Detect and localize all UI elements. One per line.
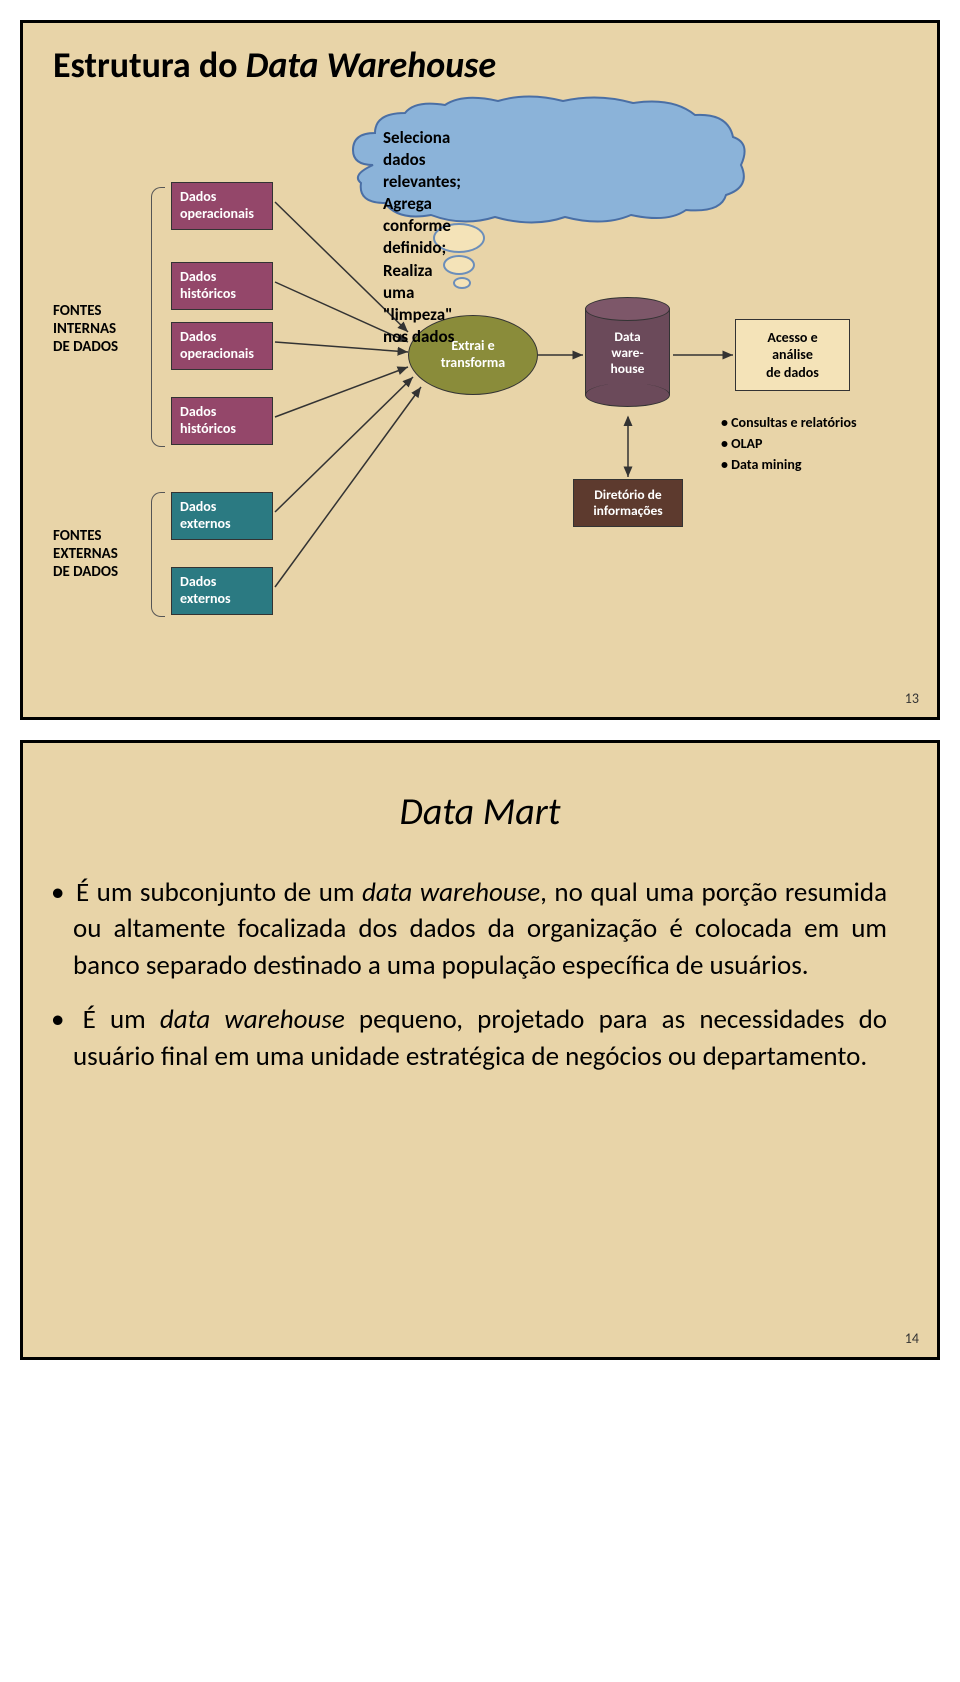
bullet-mining: Data mining xyxy=(721,454,857,475)
box-directory: Diretório de informações xyxy=(573,479,683,527)
p1-italic: data warehouse xyxy=(362,876,540,909)
page-number-2: 14 xyxy=(905,1330,919,1347)
cylinder-warehouse: Data ware- house xyxy=(585,297,670,407)
bullet-olap: OLAP xyxy=(721,433,857,454)
diagram-container: Seleciona dados relevantes; Agrega confo… xyxy=(53,97,913,657)
slide-2: Data Mart É um subconjunto de um data wa… xyxy=(20,740,940,1360)
paragraph-1: É um subconjunto de um data warehouse, n… xyxy=(73,875,887,984)
cylinder-label: Data ware- house xyxy=(585,329,670,378)
paragraph-2: É um data warehouse pequeno, projetado p… xyxy=(73,1002,887,1075)
p2-pre: É um xyxy=(83,1003,160,1036)
slide-1-title: Estrutura do Data Warehouse xyxy=(53,43,907,87)
page-number-1: 13 xyxy=(905,690,919,707)
title-text-italic: Data Warehouse xyxy=(246,43,496,87)
slide-1: Estrutura do Data Warehouse Seleciona da… xyxy=(20,20,940,720)
cloud-line3: Realiza uma "limpeza" nos dados xyxy=(383,260,461,348)
cloud-line2: Agrega conforme definido; xyxy=(383,193,461,259)
slide-2-title: Data Mart xyxy=(53,789,907,835)
p2-italic: data warehouse xyxy=(160,1003,345,1036)
cloud-line1: Seleciona dados relevantes; xyxy=(383,127,461,193)
bullet-reports: Consultas e relatórios xyxy=(721,412,857,433)
p1-pre: É um subconjunto de um xyxy=(76,876,362,909)
box-access: Acesso e análise de dados xyxy=(735,319,850,391)
cloud-text: Seleciona dados relevantes; Agrega confo… xyxy=(383,127,461,348)
access-bullets: Consultas e relatórios OLAP Data mining xyxy=(721,412,857,475)
title-text-pre: Estrutura do xyxy=(53,43,246,87)
